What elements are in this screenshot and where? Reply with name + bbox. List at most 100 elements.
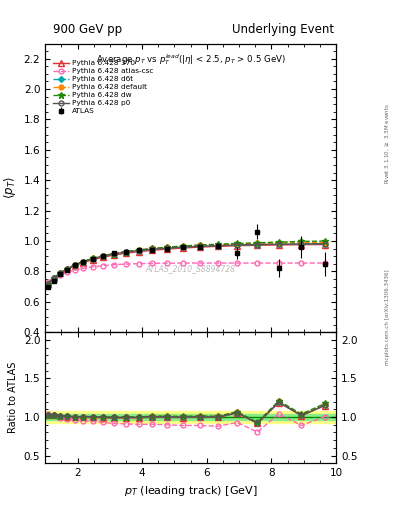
Pythia 6.428 d6t (216, 243, 220, 249)
Line: Pythia 6.428 dw: Pythia 6.428 dw (44, 238, 329, 287)
Pythia 6.428 default (216, 242, 220, 248)
Line: Pythia 6.428 default: Pythia 6.428 default (45, 240, 327, 286)
Pythia 6.428 d6t (198, 243, 202, 249)
Pythia 6.428 atlas-csc (150, 260, 155, 266)
Pythia 6.428 default (65, 266, 70, 272)
Pythia 6.428 d6t (90, 255, 95, 262)
Pythia 6.428 d6t (123, 249, 128, 255)
Pythia 6.428 d6t (100, 253, 105, 259)
Pythia 6.428 d6t (181, 244, 185, 250)
Pythia 6.428 d6t (81, 259, 86, 265)
Pythia 6.428 dw (111, 250, 116, 257)
Pythia 6.428 d6t (73, 262, 77, 268)
Pythia 6.428 d6t (255, 242, 260, 248)
Pythia 6.428 p0 (150, 246, 155, 252)
Pythia 6.428 atlas-csc (90, 264, 95, 270)
Pythia 6.428 default (181, 243, 185, 249)
Line: Pythia 6.428 atlas-csc: Pythia 6.428 atlas-csc (45, 261, 327, 285)
Pythia 6.428 default (235, 241, 239, 247)
Pythia 6.428 p0 (100, 253, 105, 259)
Pythia 6.428 dw (100, 253, 105, 259)
Pythia 6.428 dw (58, 270, 62, 276)
Pythia 6.428 d6t (46, 281, 50, 287)
Pythia 6.428 default (46, 281, 50, 287)
Pythia 6.428 370 (216, 243, 220, 249)
Pythia 6.428 370 (165, 246, 170, 252)
Pythia 6.428 d6t (150, 246, 155, 252)
Pythia 6.428 atlas-csc (136, 261, 141, 267)
Pythia 6.428 default (100, 253, 105, 259)
Pythia 6.428 atlas-csc (299, 260, 304, 266)
Line: Pythia 6.428 370: Pythia 6.428 370 (45, 242, 328, 286)
Pythia 6.428 atlas-csc (58, 272, 62, 278)
Pythia 6.428 370 (90, 257, 95, 263)
Text: Underlying Event: Underlying Event (232, 23, 334, 36)
Pythia 6.428 default (299, 240, 304, 246)
Pythia 6.428 default (198, 242, 202, 248)
Pythia 6.428 p0 (235, 242, 239, 248)
Text: mcplots.cern.ch [arXiv:1306.3436]: mcplots.cern.ch [arXiv:1306.3436] (385, 270, 389, 365)
Pythia 6.428 dw (46, 281, 50, 287)
Pythia 6.428 p0 (323, 241, 327, 247)
Pythia 6.428 p0 (123, 249, 128, 255)
Pythia 6.428 p0 (276, 241, 281, 247)
Pythia 6.428 atlas-csc (181, 260, 185, 266)
Pythia 6.428 p0 (46, 281, 50, 287)
Pythia 6.428 atlas-csc (111, 262, 116, 268)
Text: 900 GeV pp: 900 GeV pp (53, 23, 122, 36)
Bar (45, 411, 336, 423)
Pythia 6.428 dw (65, 266, 70, 272)
Pythia 6.428 atlas-csc (323, 260, 327, 266)
Pythia 6.428 dw (150, 245, 155, 251)
Pythia 6.428 p0 (165, 245, 170, 251)
Pythia 6.428 atlas-csc (216, 260, 220, 266)
Pythia 6.428 dw (136, 247, 141, 253)
Pythia 6.428 atlas-csc (46, 279, 50, 285)
Pythia 6.428 dw (165, 244, 170, 250)
Pythia 6.428 dw (216, 241, 220, 247)
Pythia 6.428 370 (181, 245, 185, 251)
Pythia 6.428 370 (150, 247, 155, 253)
Pythia 6.428 atlas-csc (255, 260, 260, 266)
Pythia 6.428 default (150, 245, 155, 251)
Legend: Pythia 6.428 370, Pythia 6.428 atlas-csc, Pythia 6.428 d6t, Pythia 6.428 default: Pythia 6.428 370, Pythia 6.428 atlas-csc… (52, 59, 155, 116)
Pythia 6.428 dw (51, 275, 56, 281)
Pythia 6.428 d6t (165, 245, 170, 251)
Pythia 6.428 370 (198, 244, 202, 250)
Pythia 6.428 default (90, 255, 95, 262)
Pythia 6.428 default (165, 244, 170, 250)
Pythia 6.428 default (123, 248, 128, 254)
Pythia 6.428 d6t (58, 270, 62, 276)
Pythia 6.428 d6t (235, 242, 239, 248)
Pythia 6.428 370 (51, 275, 56, 281)
Pythia 6.428 p0 (198, 243, 202, 249)
Pythia 6.428 default (276, 240, 281, 246)
Pythia 6.428 d6t (323, 241, 327, 247)
Pythia 6.428 default (81, 259, 86, 265)
Pythia 6.428 370 (123, 250, 128, 256)
Pythia 6.428 atlas-csc (235, 260, 239, 266)
Pythia 6.428 default (51, 275, 56, 281)
Pythia 6.428 default (323, 240, 327, 246)
X-axis label: $p_T$ (leading track) [GeV]: $p_T$ (leading track) [GeV] (124, 484, 257, 498)
Pythia 6.428 dw (123, 248, 128, 254)
Pythia 6.428 370 (255, 242, 260, 248)
Line: Pythia 6.428 p0: Pythia 6.428 p0 (45, 241, 327, 286)
Pythia 6.428 370 (73, 263, 77, 269)
Pythia 6.428 p0 (58, 270, 62, 276)
Pythia 6.428 atlas-csc (165, 260, 170, 266)
Pythia 6.428 370 (276, 242, 281, 248)
Pythia 6.428 dw (323, 238, 327, 244)
Pythia 6.428 p0 (136, 247, 141, 253)
Pythia 6.428 dw (81, 259, 86, 265)
Pythia 6.428 370 (100, 254, 105, 260)
Pythia 6.428 370 (46, 281, 50, 287)
Pythia 6.428 atlas-csc (100, 263, 105, 269)
Y-axis label: $\langle p_T\rangle$: $\langle p_T\rangle$ (2, 176, 18, 199)
Bar (45, 414, 336, 420)
Pythia 6.428 default (136, 247, 141, 253)
Pythia 6.428 dw (73, 262, 77, 268)
Pythia 6.428 d6t (276, 241, 281, 247)
Pythia 6.428 default (111, 250, 116, 257)
Pythia 6.428 p0 (90, 255, 95, 262)
